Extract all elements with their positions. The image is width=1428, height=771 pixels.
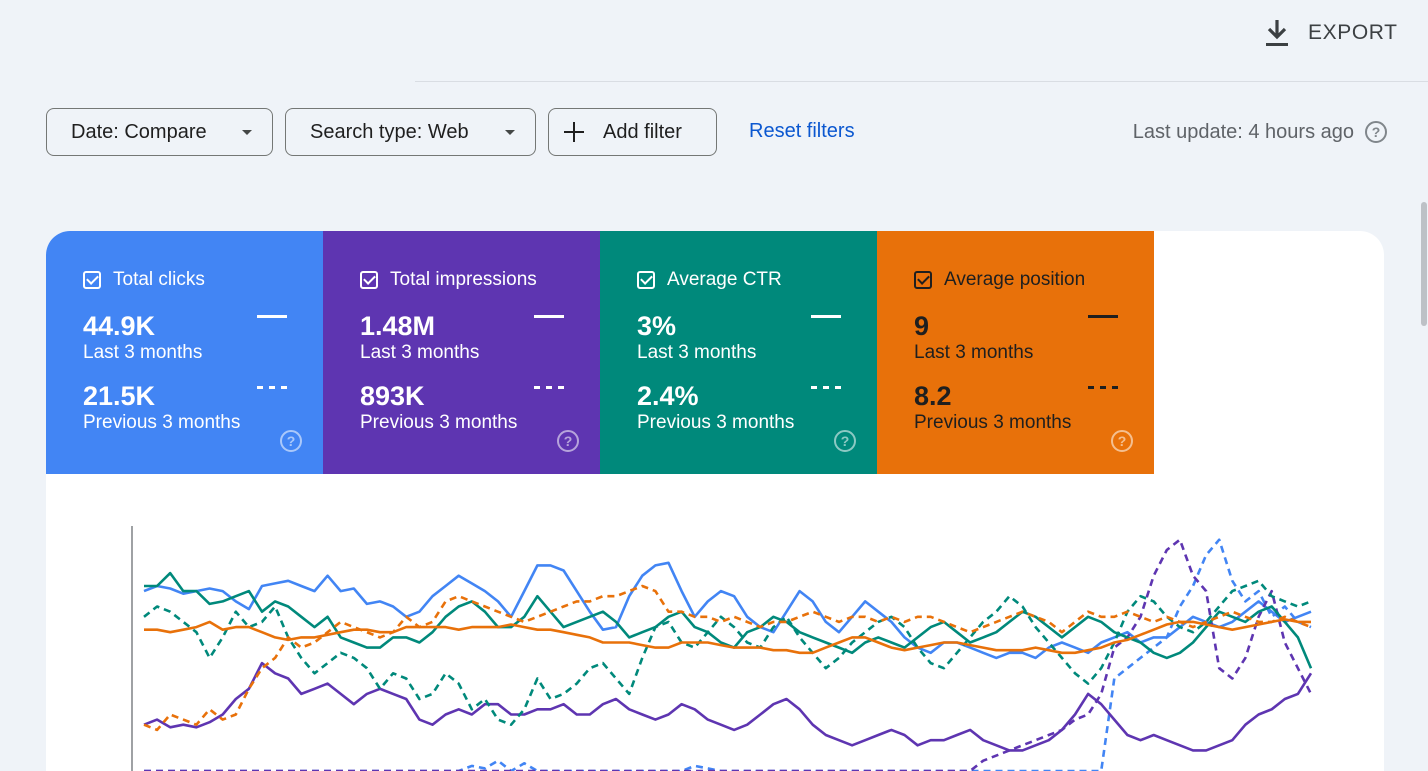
solid-line-legend-icon — [1088, 315, 1118, 318]
metric-current-period: Last 3 months — [637, 342, 757, 363]
search-type-filter-label: Search type: Web — [310, 120, 469, 143]
dropdown-arrow-icon — [242, 129, 252, 135]
svg-text:?: ? — [287, 433, 296, 449]
export-button[interactable]: EXPORT — [1262, 14, 1398, 52]
date-filter-label: Date: Compare — [71, 120, 207, 143]
dropdown-arrow-icon — [505, 129, 515, 135]
series-line-total-impressions-current — [143, 661, 1313, 752]
last-update-text: Last update: 4 hours ago — [1132, 120, 1354, 143]
metric-previous-period: Previous 3 months — [914, 412, 1072, 433]
metric-previous-period: Previous 3 months — [360, 412, 518, 433]
metric-average-ctr[interactable]: Average CTR 3% Last 3 months 2.4% Previo… — [600, 231, 877, 474]
export-label: EXPORT — [1308, 21, 1398, 44]
metric-average-position[interactable]: Average position 9 Last 3 months 8.2 Pre… — [877, 231, 1154, 474]
series-line-average-position-current — [144, 618, 1311, 655]
metric-current-value: 9 — [914, 311, 930, 341]
dashed-line-legend-icon — [811, 386, 841, 389]
metric-current-period: Last 3 months — [83, 342, 203, 363]
series-line-total-clicks-previous — [144, 538, 1312, 771]
last-update-status: Last update: 4 hours ago ? — [1133, 120, 1388, 144]
checkbox-icon[interactable] — [637, 271, 655, 289]
page-scrollbar[interactable] — [1420, 190, 1428, 753]
add-filter-button[interactable]: Add filter — [548, 108, 717, 156]
svg-text:?: ? — [841, 433, 850, 449]
performance-line-chart[interactable] — [46, 474, 1384, 771]
series-line-total-clicks-current — [143, 561, 1312, 660]
search-type-filter-chip[interactable]: Search type: Web — [285, 108, 536, 156]
help-icon[interactable]: ? — [556, 429, 580, 453]
dashed-line-legend-icon — [534, 386, 564, 389]
series-line-total-impressions-previous — [144, 538, 1313, 771]
header-divider — [415, 81, 1428, 82]
metric-title: Total impressions — [390, 269, 537, 290]
metric-current-value: 44.9K — [83, 311, 156, 341]
checkbox-icon[interactable] — [914, 271, 932, 289]
solid-line-legend-icon — [811, 315, 841, 318]
metric-total-impressions[interactable]: Total impressions 1.48M Last 3 months 89… — [323, 231, 600, 474]
metric-previous-value: 8.2 — [914, 381, 952, 411]
series-layer — [143, 538, 1313, 771]
checkbox-icon[interactable] — [360, 271, 378, 289]
svg-text:?: ? — [1118, 433, 1127, 449]
date-filter-chip[interactable]: Date: Compare — [46, 108, 273, 156]
metric-title: Average CTR — [667, 269, 782, 290]
solid-line-legend-icon — [257, 315, 287, 318]
dashed-line-legend-icon — [1088, 386, 1118, 389]
metric-previous-value: 893K — [360, 381, 425, 411]
series-line-average-position-previous — [143, 584, 1312, 732]
metric-title: Average position — [944, 269, 1086, 290]
checkbox-icon[interactable] — [83, 271, 101, 289]
download-icon — [1262, 18, 1292, 48]
metric-current-period: Last 3 months — [360, 342, 480, 363]
metric-previous-period: Previous 3 months — [83, 412, 241, 433]
help-icon[interactable]: ? — [1364, 120, 1388, 144]
svg-text:?: ? — [564, 433, 573, 449]
metric-total-clicks[interactable]: Total clicks 44.9K Last 3 months 21.5K P… — [46, 231, 323, 474]
solid-line-legend-icon — [534, 315, 564, 318]
plus-icon — [563, 121, 585, 143]
add-filter-label: Add filter — [603, 120, 682, 143]
help-icon[interactable]: ? — [1110, 429, 1134, 453]
dashed-line-legend-icon — [257, 386, 287, 389]
metric-current-value: 1.48M — [360, 311, 436, 341]
metric-previous-value: 2.4% — [637, 381, 699, 411]
svg-text:?: ? — [1372, 124, 1381, 140]
metric-previous-period: Previous 3 months — [637, 412, 795, 433]
series-line-average-ctr-previous — [143, 579, 1312, 726]
metric-current-value: 3% — [637, 311, 677, 341]
help-icon[interactable]: ? — [279, 429, 303, 453]
metric-current-period: Last 3 months — [914, 342, 1034, 363]
filter-bar: Date: Compare Search type: Web Add filte… — [46, 108, 1388, 156]
performance-card: Total clicks 44.9K Last 3 months 21.5K P… — [46, 231, 1384, 771]
help-icon[interactable]: ? — [833, 429, 857, 453]
metric-title: Total clicks — [113, 269, 205, 290]
reset-filters-link[interactable]: Reset filters — [749, 120, 855, 142]
metric-previous-value: 21.5K — [83, 381, 156, 411]
scrollbar-thumb[interactable] — [1421, 202, 1427, 326]
